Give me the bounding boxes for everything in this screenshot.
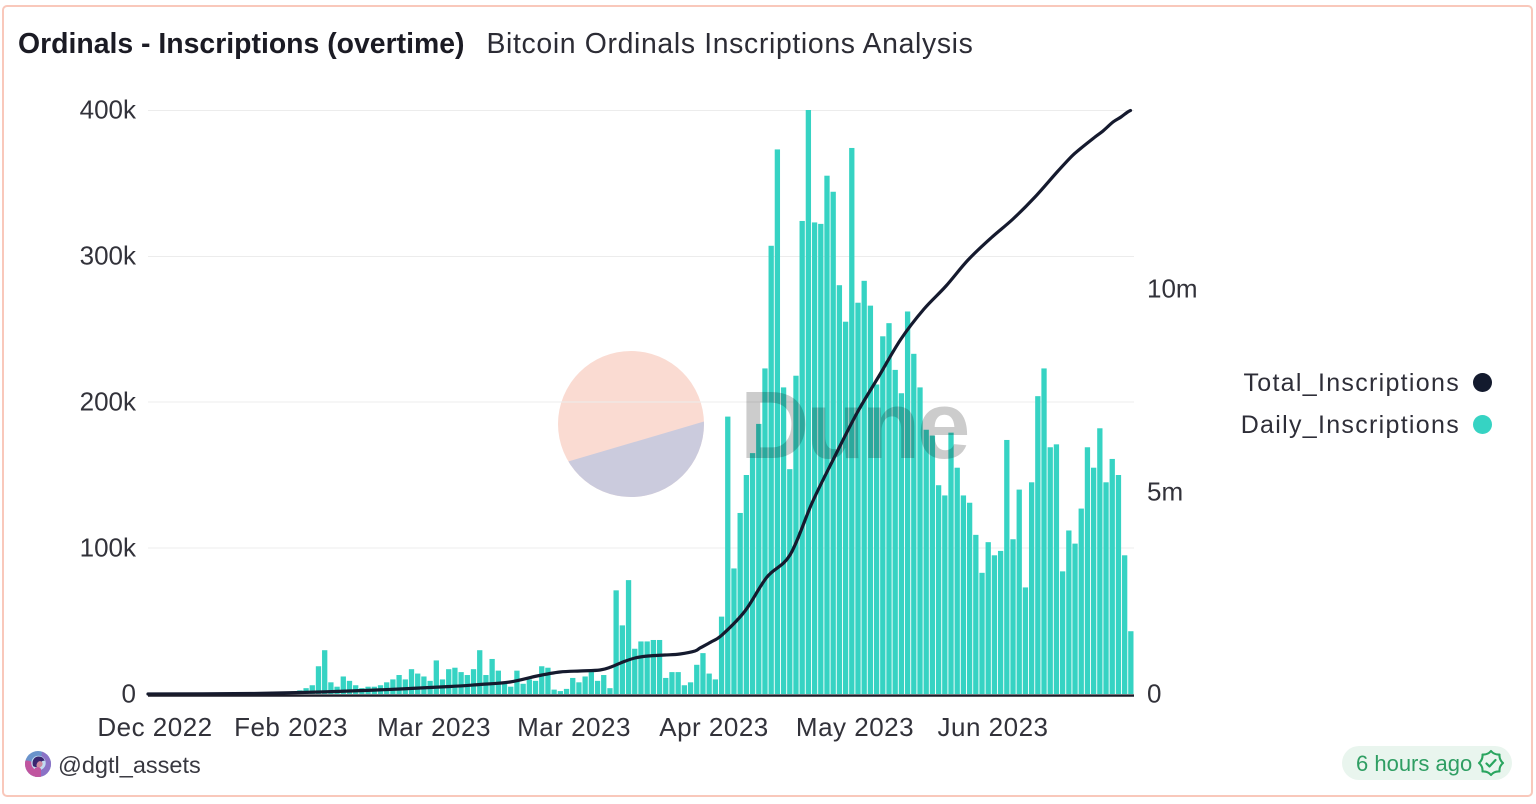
svg-text:Dune: Dune bbox=[740, 372, 968, 479]
